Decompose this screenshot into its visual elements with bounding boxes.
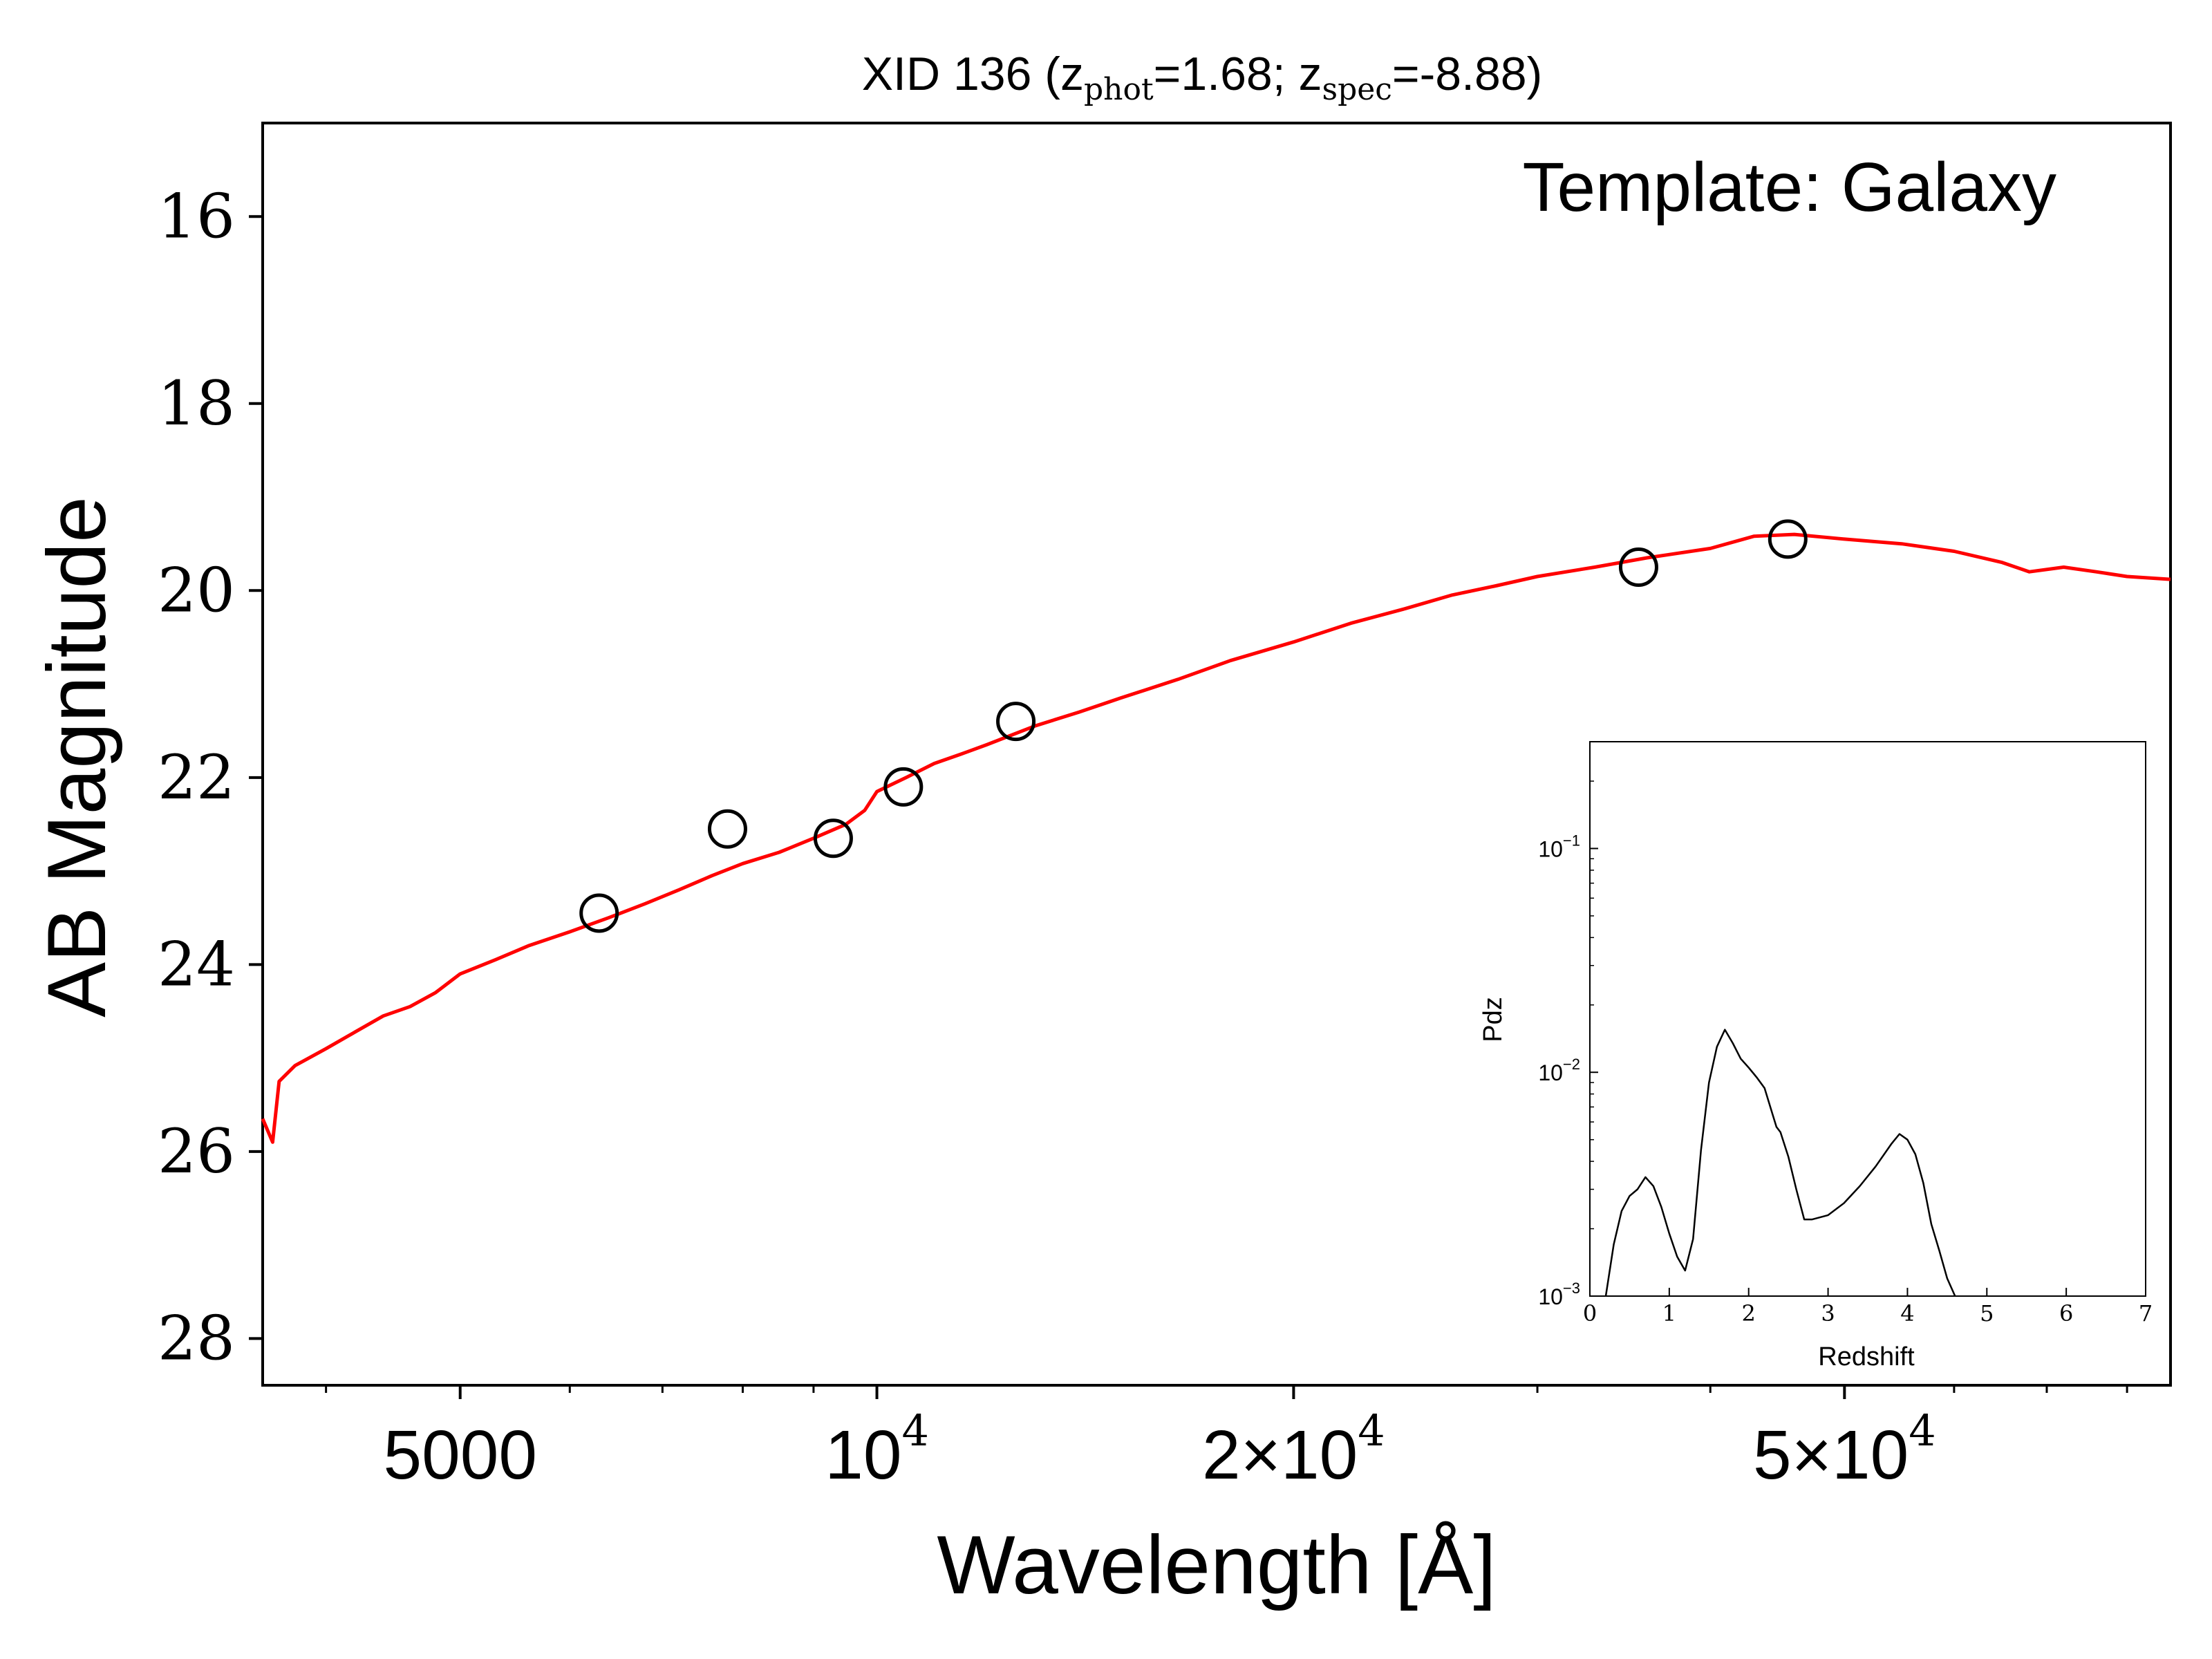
inset-plot-frame — [1589, 741, 2146, 1297]
title-mid: =1.68; z — [1154, 48, 1322, 100]
main-plot-area — [261, 519, 2171, 1144]
main-x-axis: 5000 104 2×104 5×104 — [325, 1385, 2128, 1494]
photometry-point — [883, 767, 924, 807]
main-x-tick-label: 5000 — [383, 1416, 536, 1494]
photometry-point — [996, 702, 1036, 742]
inset-y-axis: 10−310−210−1 — [1538, 780, 1598, 1309]
main-x-tick-exponent: 4 — [1909, 1405, 1936, 1456]
inset-background — [1469, 719, 2160, 1382]
inset-x-tick-label: 5 — [1980, 1300, 1994, 1327]
title-sub-spec: spec — [1322, 72, 1391, 107]
inset-x-tick-label: 2 — [1742, 1300, 1756, 1327]
main-y-tick-label: 18 — [158, 368, 235, 439]
inset-x-tick-label: 7 — [2139, 1300, 2153, 1327]
inset-y-tick-label: 10−2 — [1538, 1056, 1580, 1085]
inset-x-axis-label: Redshift — [1818, 1342, 1915, 1371]
main-y-axis: 16 18 20 22 24 26 28 — [158, 180, 263, 1374]
inset-x-axis: 0 1 2 3 4 5 6 7 — [1583, 1288, 2153, 1327]
main-y-tick-label: 28 — [158, 1302, 235, 1374]
title-prefix: XID 136 (z — [862, 48, 1084, 100]
title-sub-phot: phot — [1084, 72, 1154, 107]
inset-y-tick-base: 10 — [1538, 1284, 1563, 1309]
main-plot-frame — [261, 122, 2172, 1387]
inset-x-tick-label: 0 — [1583, 1300, 1597, 1327]
inset-x-tick-label: 3 — [1821, 1300, 1835, 1327]
template-annotation: Template: Galaxy — [1522, 149, 2056, 226]
main-y-axis-label: AB Magnitude — [30, 496, 123, 1018]
main-x-tick-label: 2×104 — [1202, 1405, 1385, 1494]
inset-y-tick-exponent: −2 — [1563, 1056, 1580, 1073]
photometry-point — [1768, 519, 1808, 559]
template-sed-line — [261, 532, 2171, 1144]
title-suffix: =-8.88) — [1392, 48, 1542, 100]
inset-x-tick-label: 1 — [1662, 1300, 1676, 1327]
main-y-tick-label: 26 — [158, 1116, 235, 1187]
main-x-tick-label: 5×104 — [1753, 1405, 1936, 1494]
photometry-point — [1618, 547, 1658, 587]
main-x-tick-base: 5×10 — [1753, 1416, 1909, 1494]
inset-plot-area — [1604, 1029, 1956, 1297]
main-x-axis-label: Wavelength [Å] — [937, 1519, 1496, 1611]
main-x-tick-exponent: 4 — [1358, 1405, 1385, 1456]
main-x-tick-base: 5000 — [383, 1416, 536, 1494]
inset-y-tick-label: 10−1 — [1538, 832, 1580, 861]
photometry-point — [813, 818, 853, 859]
inset-y-tick-base: 10 — [1538, 1060, 1563, 1085]
inset-y-tick-base: 10 — [1538, 836, 1563, 861]
pdz-curve — [1604, 1029, 1956, 1297]
main-x-tick-exponent: 4 — [901, 1405, 928, 1456]
main-y-tick-label: 20 — [158, 554, 235, 626]
main-x-tick-base: 2×10 — [1202, 1416, 1358, 1494]
inset-y-tick-exponent: −3 — [1563, 1280, 1580, 1297]
inset-x-tick-label: 4 — [1900, 1300, 1914, 1327]
main-y-tick-label: 22 — [158, 742, 235, 813]
photometry-point — [579, 893, 619, 933]
main-x-tick-base: 10 — [825, 1416, 901, 1494]
inset-y-tick-exponent: −1 — [1563, 832, 1580, 849]
chart-title: XID 136 (zphot=1.68; zspec=-8.88) — [862, 48, 1543, 107]
photometry-point — [707, 809, 747, 849]
main-x-tick-label: 104 — [825, 1405, 929, 1494]
inset-y-axis-label: Pdz — [1479, 997, 1508, 1042]
inset-y-tick-label: 10−3 — [1538, 1280, 1580, 1309]
main-y-tick-label: 24 — [158, 928, 235, 1000]
inset-x-tick-label: 6 — [2059, 1300, 2073, 1327]
main-y-tick-label: 16 — [158, 180, 235, 252]
